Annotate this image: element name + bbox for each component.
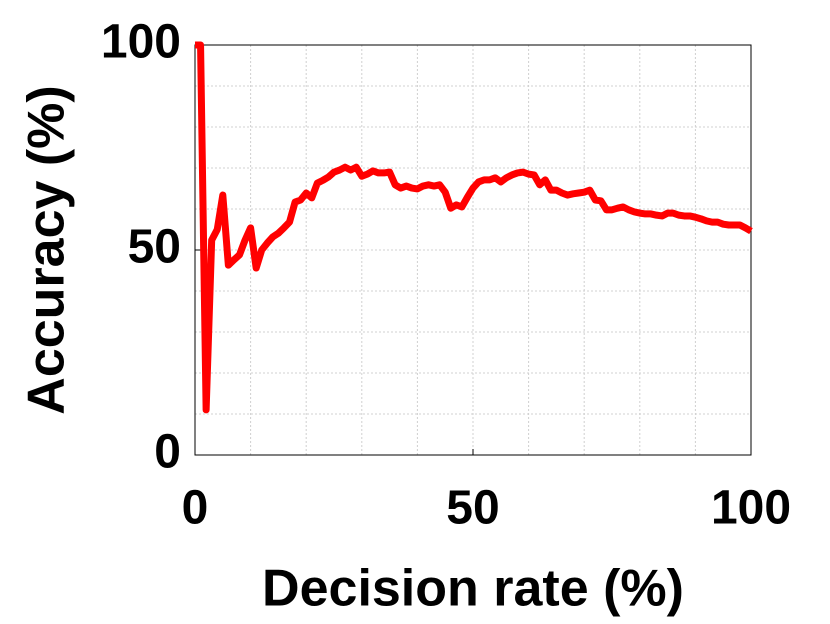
x-tick-label: 50: [446, 482, 499, 535]
data-line: [195, 41, 753, 414]
x-tick-label: 100: [711, 482, 791, 535]
x-tick-label: 0: [182, 482, 209, 535]
x-axis-label: Decision rate (%): [262, 560, 684, 618]
y-axis-label: Accuracy (%): [18, 85, 76, 414]
y-tick-label: 50: [128, 221, 181, 274]
y-tick-label: 0: [154, 426, 181, 479]
plot-frame: [194, 44, 752, 456]
y-tick-label: 100: [101, 16, 181, 69]
